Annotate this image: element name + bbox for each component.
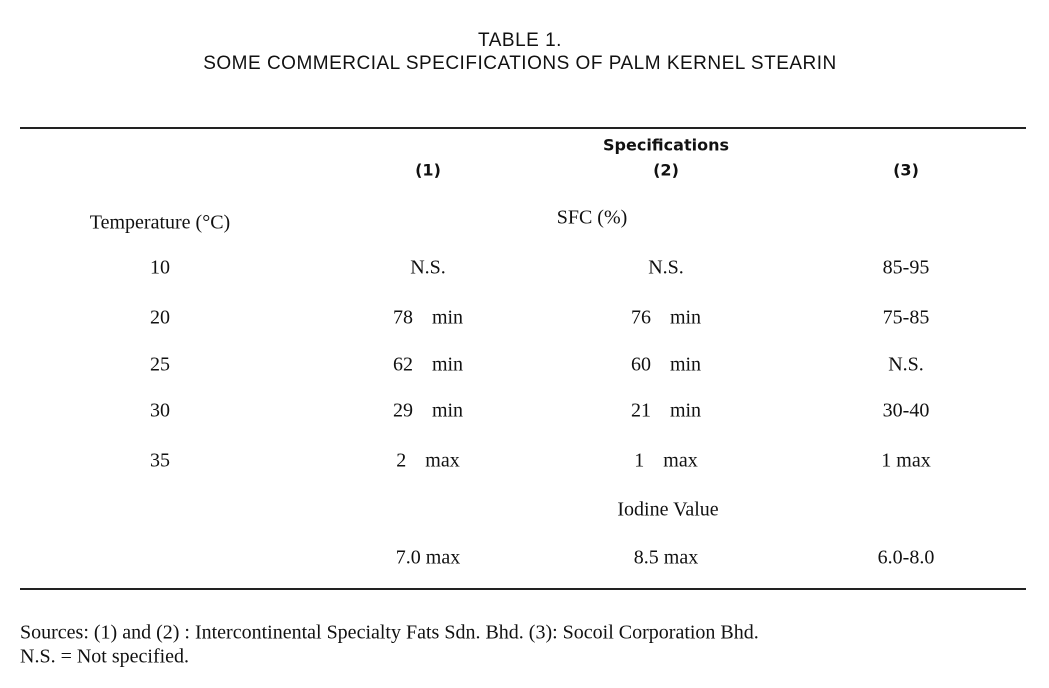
cell: 1 max (881, 449, 931, 472)
cell: 6.0-8.0 (877, 546, 935, 569)
footnote: N.S. = Not specified. (20, 645, 190, 668)
cell: 75-85 (882, 306, 930, 329)
cell: 8.5 max (633, 546, 699, 569)
cell: 78 min (392, 306, 464, 329)
temperature: 30 (150, 399, 170, 422)
cell: 1 max (634, 449, 698, 472)
bottom-rule (20, 588, 1026, 590)
cell: 29 min (392, 399, 464, 422)
footnote: Sources: (1) and (2) : Intercontinental … (20, 621, 759, 644)
cell: 62 min (392, 353, 464, 376)
section-label: SFC (%) (556, 206, 628, 229)
column-header: (3) (893, 160, 919, 180)
cell: 60 min (630, 353, 702, 376)
cell: 7.0 max (395, 546, 461, 569)
cell: 76 min (630, 306, 702, 329)
cell: 21 min (630, 399, 702, 422)
section-label: Iodine Value (617, 498, 719, 521)
cell: N.S. (648, 256, 684, 279)
cell: N.S. (410, 256, 446, 279)
temperature: 10 (150, 256, 170, 279)
temperature: 20 (150, 306, 170, 329)
row-header: Temperature (°C) (89, 211, 231, 234)
table-title: TABLE 1. (478, 30, 562, 51)
column-header: (1) (415, 160, 441, 180)
column-header: (2) (653, 160, 679, 180)
group-header: Specifications (603, 135, 729, 155)
cell: N.S. (888, 353, 924, 376)
cell: 2 max (396, 449, 460, 472)
temperature: 25 (150, 353, 170, 376)
table-subtitle: SOME COMMERCIAL SPECIFICATIONS OF PALM K… (203, 53, 837, 74)
cell: 85-95 (882, 256, 930, 279)
top-rule (20, 127, 1026, 129)
cell: 30-40 (882, 399, 930, 422)
temperature: 35 (150, 449, 170, 472)
